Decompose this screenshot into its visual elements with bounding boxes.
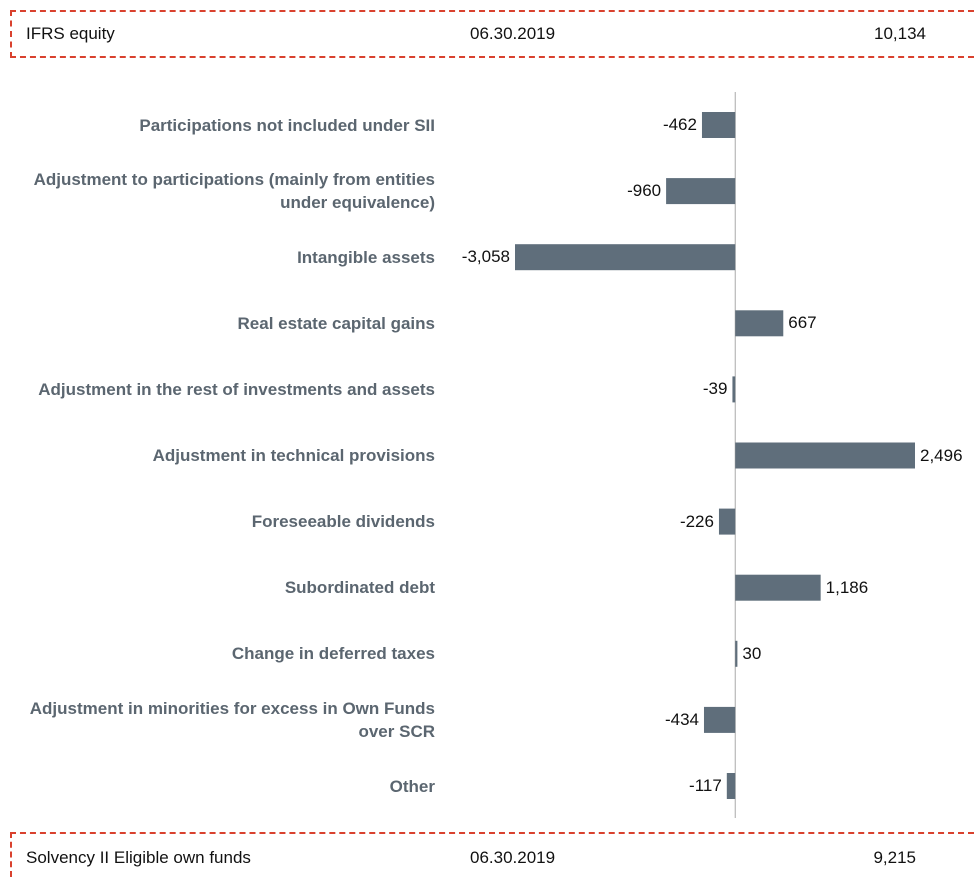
category-label: Subordinated debt — [284, 578, 435, 598]
bar — [701, 112, 736, 138]
footer-date: 06.30.2019 — [470, 848, 556, 867]
bar — [735, 310, 784, 337]
header-label: IFRS equity — [26, 24, 115, 43]
bar — [703, 706, 736, 733]
header-date: 06.30.2019 — [470, 24, 556, 43]
value-label: -462 — [662, 115, 697, 134]
bar — [726, 773, 736, 799]
category-label: Foreseeable dividends — [251, 512, 435, 532]
value-label: 1,186 — [825, 577, 869, 597]
value-label: -39 — [702, 379, 728, 399]
value-label: 2,496 — [920, 445, 963, 465]
value-label: 30 — [742, 643, 762, 663]
footer-label: Solvency II Eligible own funds — [26, 848, 251, 867]
category-label: Adjustment to participations (mainly fro… — [33, 170, 435, 213]
bar — [735, 640, 738, 667]
category-label: Adjustment in the rest of investments an… — [38, 379, 435, 399]
bar — [735, 442, 915, 469]
bar — [666, 178, 736, 205]
category-label: Change in deferred taxes — [231, 644, 435, 664]
category-label: Adjustment in minorities for excess in O… — [29, 698, 435, 741]
value-label: -3,058 — [461, 247, 510, 267]
value-label: -226 — [679, 511, 714, 531]
footer-value: 9,215 — [873, 848, 916, 867]
value-label: 667 — [788, 313, 817, 333]
value-label: -960 — [627, 181, 662, 201]
category-label: Participations not included under SII — [139, 115, 435, 135]
bar — [732, 376, 736, 403]
bar — [718, 508, 736, 535]
value-label: -117 — [689, 776, 722, 795]
category-label: Real estate capital gains — [237, 313, 435, 333]
category-label: Intangible assets — [297, 247, 435, 267]
header-box: IFRS equity 06.30.2019 10,134 — [10, 10, 974, 58]
category-label: Adjustment in technical provisions — [152, 446, 435, 465]
value-label: -434 — [664, 709, 699, 729]
bar — [735, 574, 821, 601]
footer-box: Solvency II Eligible own funds 06.30.201… — [10, 832, 974, 877]
category-label: Other — [389, 776, 435, 796]
header-value: 10,134 — [874, 24, 926, 43]
bar — [515, 244, 736, 271]
